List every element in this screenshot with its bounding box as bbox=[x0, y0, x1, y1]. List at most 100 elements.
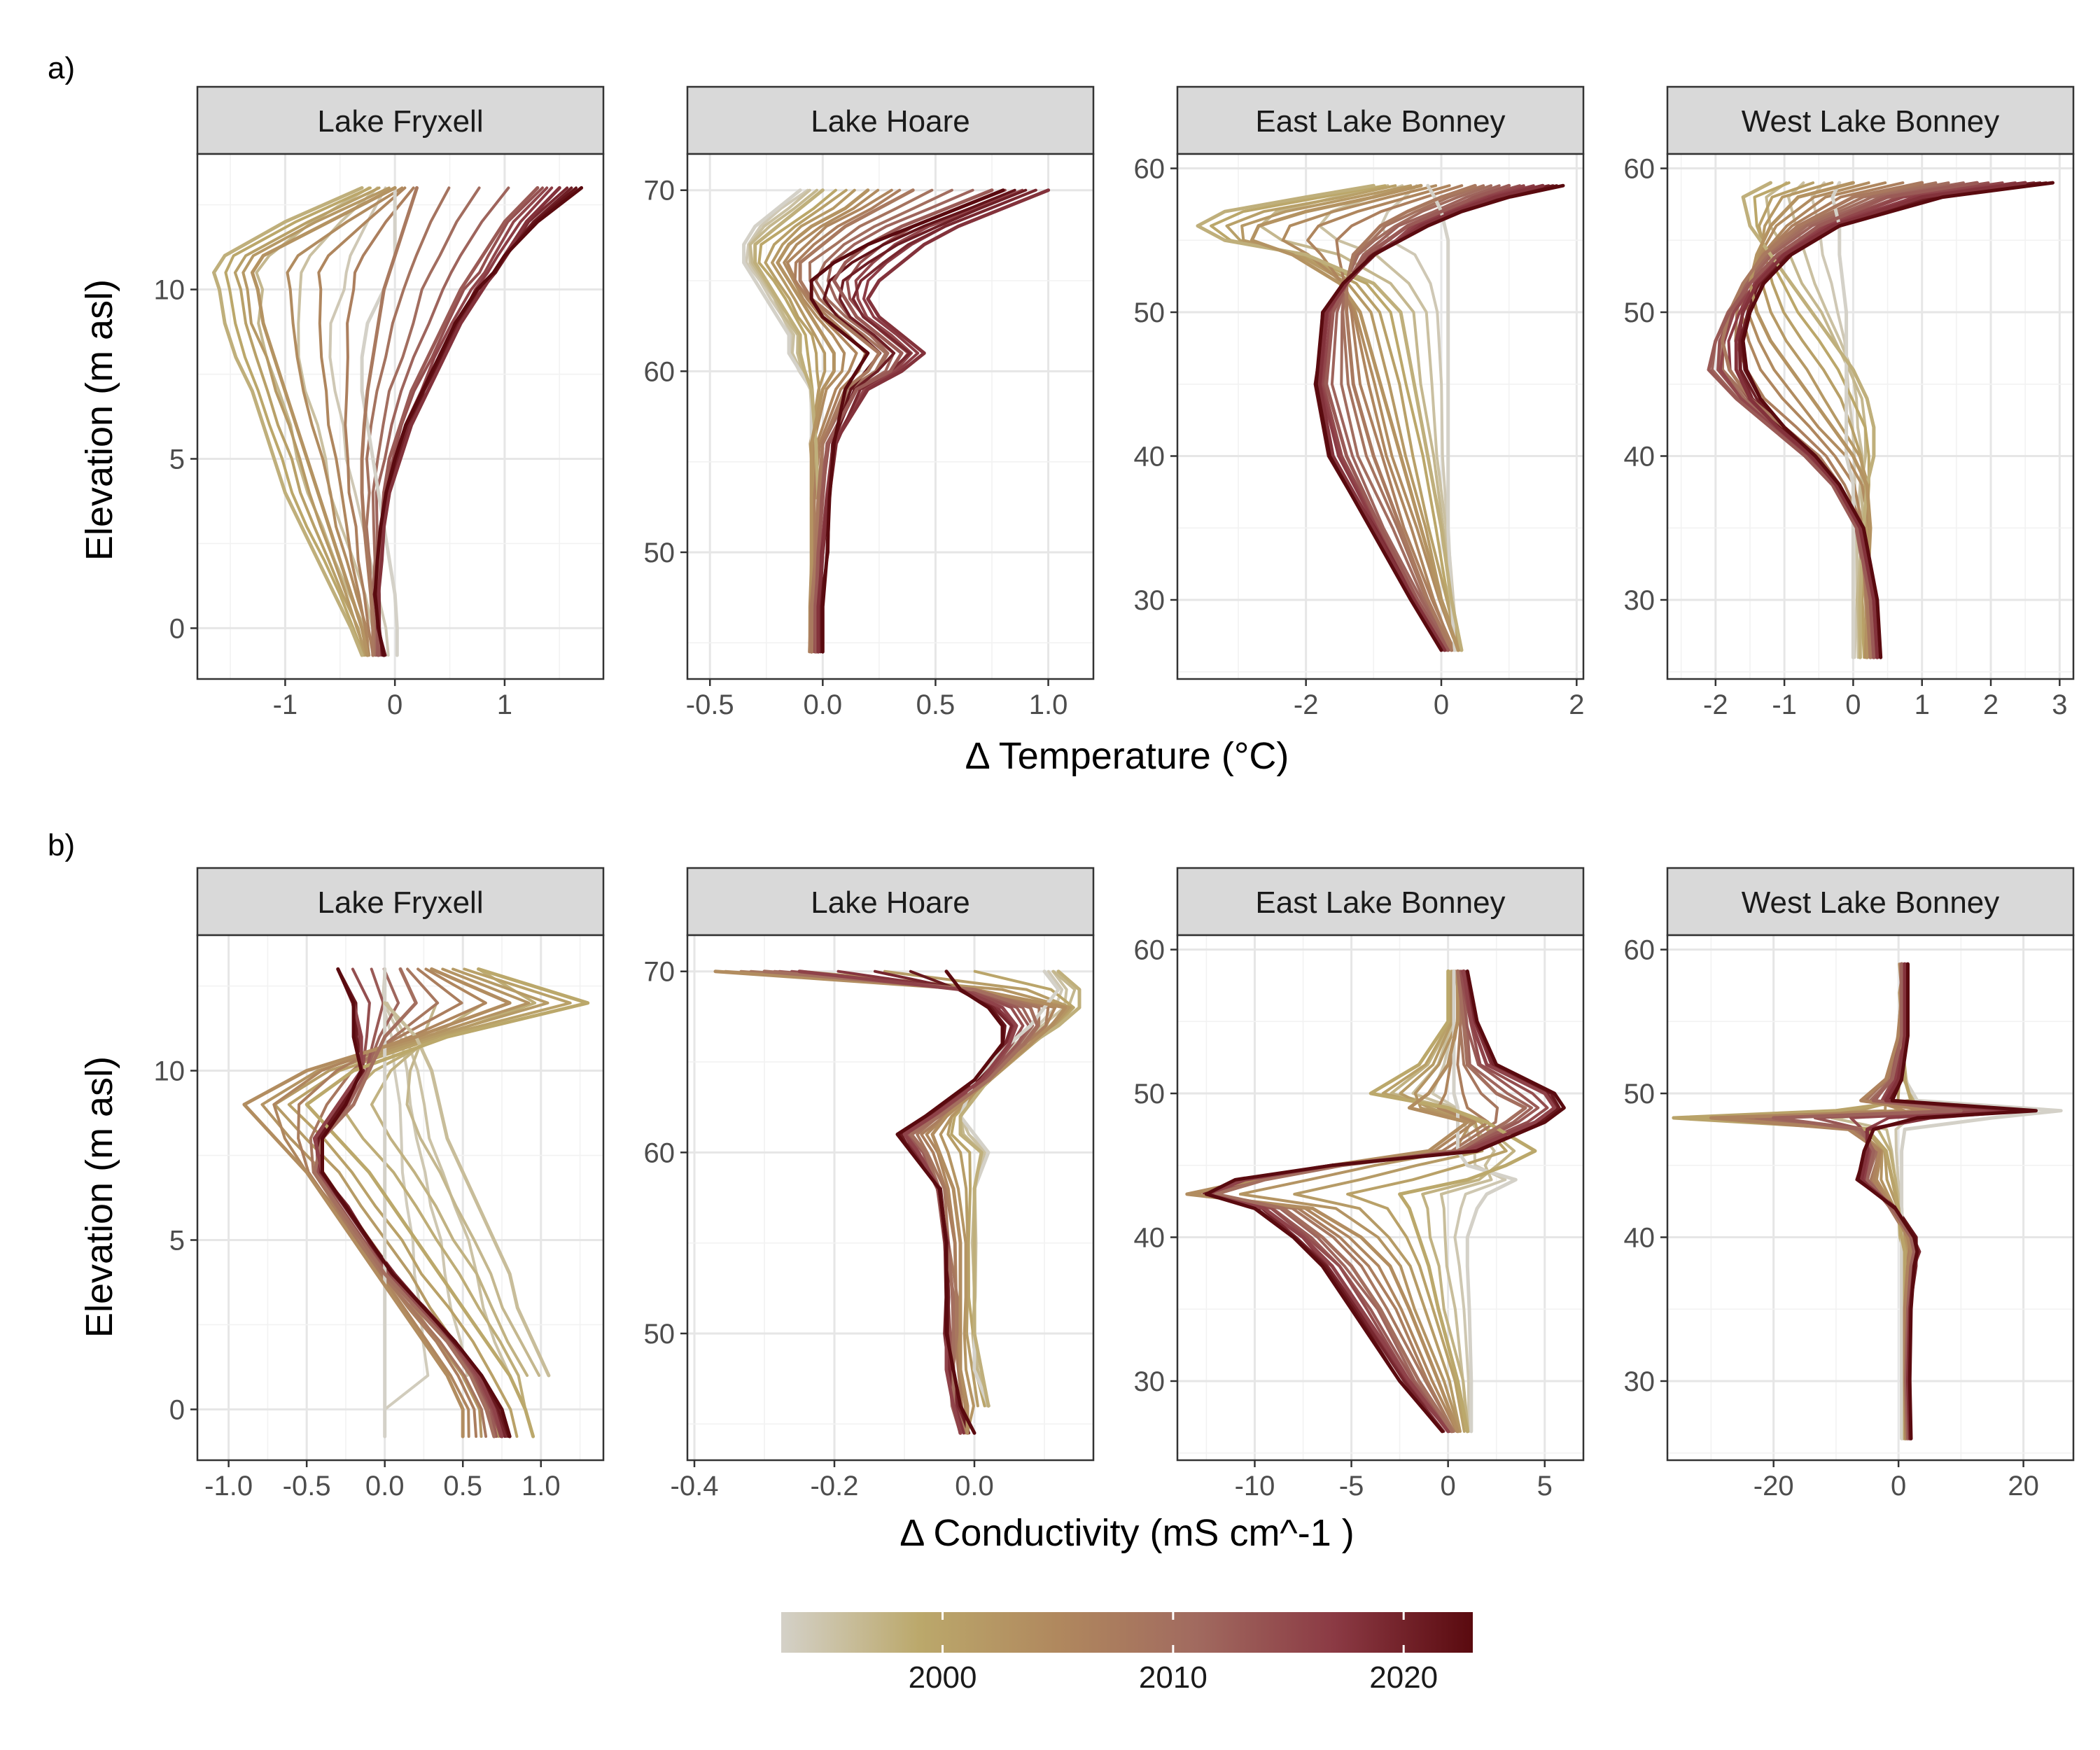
x-tick-label: 0.5 bbox=[443, 1471, 482, 1502]
y-axis-ticks: 30 40 50 60 bbox=[1134, 935, 1177, 1397]
profile-lines bbox=[212, 186, 584, 657]
profile-line-1998 bbox=[958, 969, 1082, 1408]
y-axis-ticks: 50 60 70 bbox=[644, 957, 687, 1350]
facet-title: East Lake Bonney bbox=[1255, 104, 1505, 139]
facet-title: Lake Hoare bbox=[811, 104, 969, 139]
x-tick-label: 20 bbox=[2008, 1471, 2039, 1502]
y-axis-ticks: 30 40 50 60 bbox=[1134, 154, 1177, 616]
x-tick-label: 3 bbox=[2052, 690, 2067, 720]
profile-lines bbox=[1185, 969, 1566, 1434]
x-tick-label: -20 bbox=[1754, 1471, 1794, 1502]
x-tick-label: 2 bbox=[1569, 690, 1584, 720]
facet-strip bbox=[1176, 85, 1585, 155]
panel-border bbox=[1666, 934, 2075, 1462]
y-tick-label: 60 bbox=[1624, 935, 1656, 966]
y-tick-label: 30 bbox=[1624, 1366, 1656, 1397]
x-tick-label: 0 bbox=[1441, 1471, 1456, 1502]
profile-line-2018 bbox=[1734, 181, 2027, 659]
x-axis-ticks: -2 0 2 bbox=[1294, 679, 1584, 720]
x-axis-ticks: -10 -5 0 5 bbox=[1235, 1460, 1553, 1502]
x-axis-ticks: -1.0 -0.5 0.0 0.5 1.0 bbox=[204, 1460, 561, 1502]
profile-line-2023 bbox=[1856, 962, 2038, 1441]
x-tick-label: -0.4 bbox=[671, 1471, 719, 1502]
panel-border bbox=[686, 934, 1095, 1462]
profile-line-2023 bbox=[895, 969, 1004, 1435]
profile-line-2018 bbox=[1317, 183, 1545, 652]
y-tick-label: 0 bbox=[169, 1394, 185, 1425]
profile-line-2012 bbox=[1772, 962, 1963, 1441]
panel-border bbox=[196, 153, 605, 680]
panel-border bbox=[686, 153, 1095, 680]
profile-line-interp bbox=[224, 186, 372, 657]
profile-line-interp bbox=[793, 188, 902, 654]
y-tick-label: 50 bbox=[1134, 298, 1166, 328]
profile-line-interp bbox=[1346, 969, 1508, 1433]
profile-line-interp bbox=[1225, 184, 1460, 652]
x-tick-label: -10 bbox=[1235, 1471, 1275, 1502]
x-tick-label: 0.0 bbox=[365, 1471, 405, 1502]
profile-line-interp bbox=[370, 1001, 529, 1377]
x-axis-ticks: -1 0 1 bbox=[273, 679, 512, 720]
profile-line-interp bbox=[1293, 969, 1484, 1433]
x-tick-label: 0.5 bbox=[916, 690, 955, 720]
y-tick-label: 40 bbox=[1624, 442, 1656, 472]
x-tick-label: 1.0 bbox=[1029, 690, 1068, 720]
x-tick-label: 0 bbox=[387, 690, 402, 720]
y-tick-label: 0 bbox=[169, 613, 185, 644]
profile-line-2023 bbox=[1204, 969, 1566, 1434]
x-axis-ticks: -2 -1 0 1 2 3 bbox=[1703, 679, 2067, 720]
profile-line-2023 bbox=[321, 967, 512, 1438]
plot-background bbox=[1177, 935, 1583, 1460]
x-tick-label: -5 bbox=[1339, 1471, 1364, 1502]
profile-line-interp bbox=[800, 969, 1071, 1435]
panel-a-2: Lake Hoare -0.5 0.0 0.5 1.0 50 60 70 bbox=[644, 85, 1095, 720]
profile-line-2023 bbox=[809, 188, 1005, 654]
x-tick-label: -0.5 bbox=[686, 690, 734, 720]
profile-line-interp bbox=[287, 967, 572, 1438]
x-tick-label: 1.0 bbox=[522, 1471, 561, 1502]
x-tick-label: 0 bbox=[1891, 1471, 1906, 1502]
y-tick-label: 5 bbox=[169, 1225, 185, 1256]
facet-strip bbox=[1176, 867, 1585, 937]
profile-line-2023 bbox=[1741, 181, 2054, 659]
panel-border bbox=[1176, 934, 1585, 1462]
legend-ticks: 2000 2010 2020 bbox=[909, 1612, 1438, 1695]
panel-border bbox=[196, 934, 605, 1462]
profile-line-interp bbox=[315, 967, 498, 1438]
x-axis-label-a: Δ Temperature (°C) bbox=[965, 735, 1289, 777]
x-tick-label: 2 bbox=[1983, 690, 1998, 720]
profile-line-interp bbox=[371, 186, 481, 657]
y-axis-ticks: 30 40 50 60 bbox=[1624, 154, 1667, 616]
profile-line-2013 bbox=[1707, 181, 1979, 659]
x-tick-label: -2 bbox=[1703, 690, 1728, 720]
x-tick-label: 1 bbox=[497, 690, 512, 720]
y-tick-label: 40 bbox=[1134, 1223, 1166, 1254]
y-tick-label: 50 bbox=[1624, 298, 1656, 328]
x-axis-ticks: -0.5 0.0 0.5 1.0 bbox=[686, 679, 1068, 720]
x-tick-label: 0 bbox=[1845, 690, 1861, 720]
plot-background bbox=[197, 935, 603, 1460]
y-tick-label: 5 bbox=[169, 444, 185, 475]
profile-line-2016 bbox=[797, 969, 1018, 1435]
y-tick-label: 30 bbox=[1624, 585, 1656, 616]
profile-line-2003 bbox=[1250, 183, 1460, 652]
profile-line-interp bbox=[317, 186, 407, 657]
facet-title: West Lake Bonney bbox=[1742, 104, 2000, 139]
y-tick-label: 10 bbox=[154, 1056, 186, 1087]
profile-line-2006 bbox=[1709, 962, 1932, 1441]
legend-tick-label: 2010 bbox=[1139, 1660, 1208, 1695]
profile-line-1999 bbox=[304, 967, 590, 1438]
row-label-a: a) bbox=[48, 51, 75, 85]
x-tick-label: 1 bbox=[1914, 690, 1930, 720]
x-tick-label: 0.0 bbox=[955, 1471, 994, 1502]
y-tick-label: 60 bbox=[1624, 154, 1656, 185]
y-tick-label: 40 bbox=[1134, 442, 1166, 472]
color-legend: 2000 2010 2020 bbox=[781, 1612, 1473, 1695]
profile-line-1998 bbox=[1196, 183, 1464, 652]
profile-line-2003 bbox=[1748, 181, 1872, 659]
x-tick-label: 5 bbox=[1537, 1471, 1553, 1502]
y-tick-label: 30 bbox=[1134, 585, 1166, 616]
facet-title: Lake Fryxell bbox=[317, 104, 483, 139]
panel-a-4: West Lake Bonney -2 -1 0 1 2 3 30 40 50 60 bbox=[1624, 85, 2075, 720]
